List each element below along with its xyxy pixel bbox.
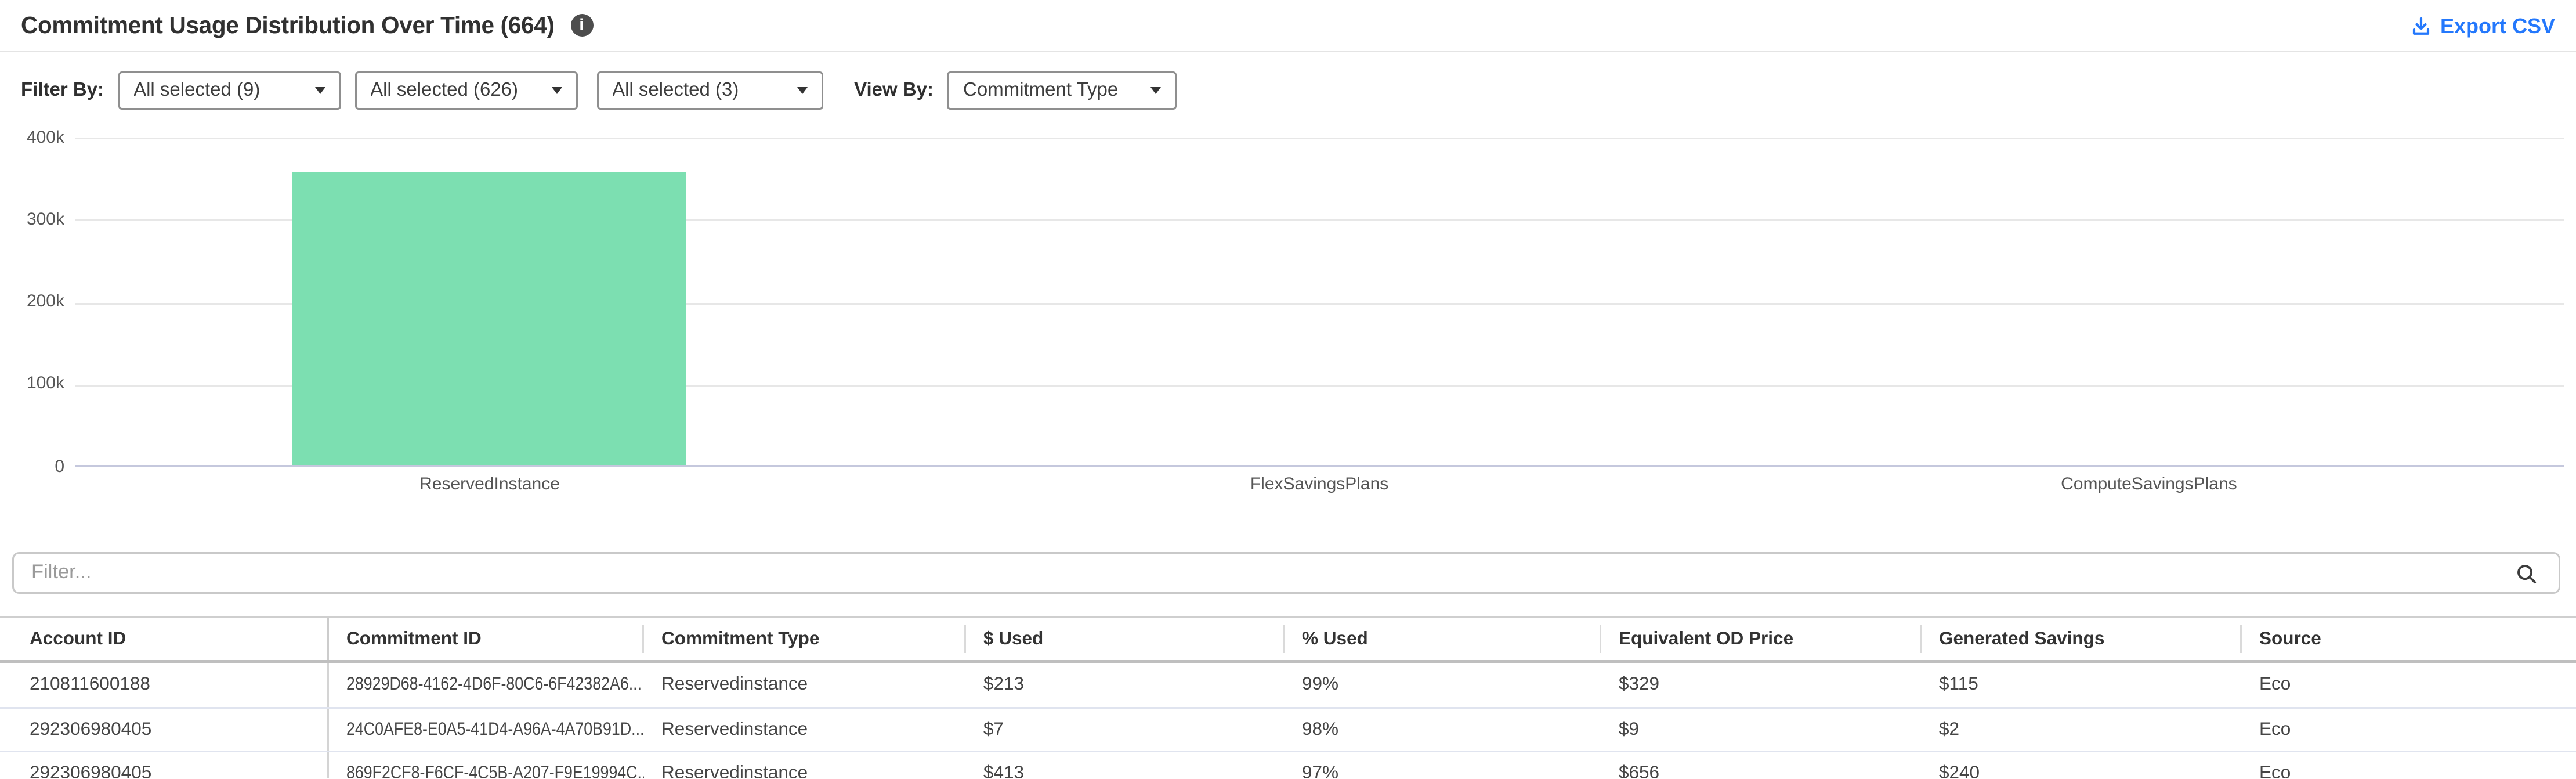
export-csv-label: Export CSV <box>2440 13 2555 38</box>
cell-equivalent-od-price: $656 <box>1619 763 1660 779</box>
chevron-down-icon <box>314 87 325 94</box>
view-by-label: View By: <box>854 80 934 101</box>
commitment-id-text: 28929D68-4162-4D6F-80C6-6F42382A6... <box>346 675 642 696</box>
cell-commitment-type: Reservedinstance <box>661 763 808 779</box>
x-axis-label: ReservedInstance <box>419 474 560 494</box>
column-header-percent-used[interactable]: % Used <box>1285 619 1601 661</box>
y-axis-tick: 200k <box>26 293 64 312</box>
gridline <box>75 302 2564 304</box>
cell-generated-savings: $115 <box>1939 675 1978 696</box>
column-header-source[interactable]: Source <box>2259 629 2321 650</box>
cell-source: Eco <box>2259 763 2291 779</box>
x-axis-labels: ReservedInstance FlexSavingsPlans Comput… <box>75 475 2564 499</box>
cell-percent-used: 97% <box>1302 763 1339 779</box>
cell-commitment-type: Reservedinstance <box>661 719 808 740</box>
filter-dropdown-accounts[interactable]: All selected (9) <box>118 71 341 110</box>
y-axis-tick: 400k <box>26 128 64 148</box>
filter-by-label: Filter By: <box>21 80 104 101</box>
cell-equivalent-od-price: $329 <box>1619 675 1660 696</box>
dropdown-value: Commitment Type <box>963 80 1119 101</box>
dropdown-value: All selected (9) <box>133 80 261 101</box>
search-icon[interactable] <box>2515 562 2538 585</box>
table-row: 210811600188 28929D68-4162-4D6F-80C6-6F4… <box>0 663 2576 709</box>
cell-account-id: 292306980405 <box>0 752 329 779</box>
filter-dropdown-commitments[interactable]: All selected (626) <box>354 71 578 110</box>
filter-bar: Filter By: All selected (9) All selected… <box>21 71 1178 110</box>
column-header-generated-savings[interactable]: Generated Savings <box>1922 619 2242 661</box>
table-row: 292306980405 24C0AFE8-E0A5-41D4-A96A-4A7… <box>0 708 2576 753</box>
cell-dollar-used: $7 <box>983 719 1004 740</box>
cell-generated-savings: $240 <box>1939 763 1980 779</box>
column-header-equivalent-od-price[interactable]: Equivalent OD Price <box>1601 619 1922 661</box>
bar-chart: 400k 300k 200k 100k 0 ReservedInstance F… <box>26 128 2564 499</box>
cell-commitment-id: 28929D68-4162-4D6F-80C6-6F42382A6... <box>329 664 644 706</box>
gridline <box>75 384 2564 387</box>
info-icon[interactable]: i <box>570 14 593 37</box>
cell-commitment-type: Reservedinstance <box>661 675 808 696</box>
cell-percent-used: 98% <box>1302 719 1339 740</box>
x-axis-label: ComputeSavingsPlans <box>2061 474 2237 494</box>
table-row: 292306980405 869F2CF8-F6CF-4C5B-A207-F9E… <box>0 752 2576 779</box>
column-header-commitment-id[interactable]: Commitment ID <box>329 619 644 661</box>
chevron-down-icon <box>1151 87 1162 94</box>
cell-equivalent-od-price: $9 <box>1619 719 1640 740</box>
dropdown-value: All selected (3) <box>612 80 739 101</box>
table-header-row: Account ID Commitment ID Commitment Type… <box>0 618 2576 664</box>
cell-source: Eco <box>2259 719 2291 740</box>
cell-dollar-used: $213 <box>983 675 1025 696</box>
table-filter-input[interactable] <box>31 562 2515 584</box>
dropdown-value: All selected (626) <box>370 80 519 101</box>
chevron-down-icon <box>797 87 808 94</box>
x-axis-line <box>75 464 2564 468</box>
y-axis-tick: 300k <box>26 211 64 230</box>
column-header-account-id[interactable]: Account ID <box>0 618 329 661</box>
export-csv-button[interactable]: Export CSV <box>2411 13 2555 38</box>
page-title: Commitment Usage Distribution Over Time … <box>21 12 555 38</box>
download-icon <box>2412 16 2430 34</box>
y-axis-tick: 100k <box>26 374 64 394</box>
commitments-table: Account ID Commitment ID Commitment Type… <box>0 616 2576 779</box>
y-axis-tick: 0 <box>55 457 64 477</box>
gridline <box>75 220 2564 222</box>
x-axis-label: FlexSavingsPlans <box>1250 474 1389 494</box>
view-by-dropdown[interactable]: Commitment Type <box>947 71 1178 110</box>
cell-account-id: 210811600188 <box>0 663 329 707</box>
chevron-down-icon <box>551 87 562 94</box>
cell-commitment-id: 869F2CF8-F6CF-4C5B-A207-F9E19994C... <box>329 752 644 779</box>
cell-source: Eco <box>2259 675 2291 696</box>
cell-generated-savings: $2 <box>1939 719 1960 740</box>
commitment-id-text: 24C0AFE8-E0A5-41D4-A96A-4A70B91D... <box>346 719 644 740</box>
plot-area <box>75 138 2564 468</box>
cell-percent-used: 99% <box>1302 675 1339 696</box>
column-header-dollar-used[interactable]: $ Used <box>966 619 1285 661</box>
cell-commitment-id: 24C0AFE8-E0A5-41D4-A96A-4A70B91D... <box>329 708 644 751</box>
cell-dollar-used: $413 <box>983 763 1025 779</box>
filter-dropdown-types[interactable]: All selected (3) <box>596 71 823 110</box>
cell-account-id: 292306980405 <box>0 708 329 751</box>
bar-reservedinstance[interactable] <box>292 172 686 467</box>
commitment-id-text: 869F2CF8-F6CF-4C5B-A207-F9E19994C... <box>346 763 644 779</box>
column-header-commitment-type[interactable]: Commitment Type <box>644 619 966 661</box>
table-filter <box>12 552 2560 594</box>
gridline <box>75 138 2564 140</box>
panel-header: Commitment Usage Distribution Over Time … <box>0 0 2576 52</box>
